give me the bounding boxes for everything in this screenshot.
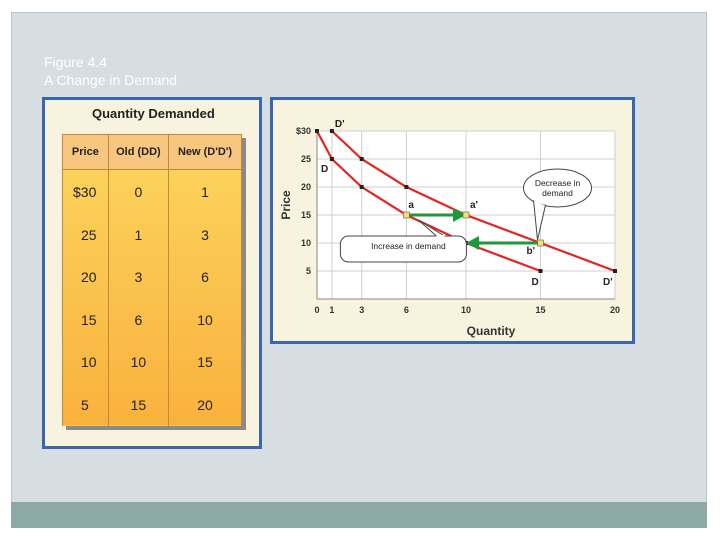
data-point: [329, 157, 334, 161]
table-row: 20 3 6: [62, 255, 242, 299]
cell-new: 3: [168, 213, 242, 256]
curve-label-d-top: D: [321, 164, 328, 175]
data-point: [404, 185, 409, 189]
cell-new: 10: [168, 298, 242, 341]
demand-schedule-table: Price Old (DD) New (D'D') $30 0 1 25 1 3 20 3 6 1…: [62, 134, 242, 426]
highlight-point: [537, 239, 544, 247]
cell-old: 15: [107, 383, 170, 426]
cell-price: $30: [62, 169, 109, 214]
cell-price: 25: [62, 213, 109, 256]
curve-label-dprime-bottom: D': [603, 277, 613, 288]
y-tick-label: 20: [301, 182, 311, 192]
data-point: [359, 157, 364, 161]
y-axis-title: Price: [279, 190, 293, 220]
cell-old: 1: [107, 213, 170, 256]
x-tick-label: 1: [329, 305, 334, 315]
slide-title-line1: Figure 4.4: [44, 54, 108, 70]
decrease-arrow-head: [466, 236, 479, 250]
table-row: 15 6 10: [62, 298, 242, 341]
decrease-callout-line1: Decrease in: [535, 178, 581, 188]
data-point: [613, 269, 617, 273]
header-price: Price: [62, 134, 109, 170]
point-label: b': [527, 246, 536, 257]
table-header-row: Price Old (DD) New (D'D'): [62, 134, 242, 170]
cell-price: 15: [62, 298, 109, 341]
table-row: 25 1 3: [62, 213, 242, 256]
table-row: $30 0 1: [62, 169, 242, 214]
y-tick-label: 25: [301, 154, 311, 164]
y-tick-label: 5: [306, 266, 311, 276]
curve-label-d-bottom: D: [532, 277, 539, 288]
curve-label-dprime-top: D': [335, 119, 345, 130]
cell-new: 1: [168, 169, 242, 214]
x-tick-label: 10: [461, 305, 471, 315]
cell-price: 5: [62, 383, 109, 426]
cell-price: 10: [62, 340, 109, 384]
cell-price: 20: [62, 255, 109, 299]
table-row: 5 15 20: [62, 383, 242, 426]
cell-old: 10: [107, 340, 170, 384]
highlight-point: [403, 211, 410, 219]
y-tick-label: $30: [296, 126, 311, 136]
decrease-callout-fill: [524, 170, 591, 206]
header-new-demand: New (D'D'): [168, 134, 242, 170]
y-tick-label: 15: [301, 210, 311, 220]
cell-old: 0: [107, 169, 170, 214]
y-tick-label: 10: [301, 238, 311, 248]
point-label: a: [408, 200, 414, 211]
cell-new: 20: [168, 383, 242, 426]
demand-graph-panel: 0136101520510152025$30QuantityPriceaa'bb…: [270, 97, 635, 344]
cell-new: 6: [168, 255, 242, 299]
x-axis-title: Quantity: [467, 324, 516, 338]
header-old-demand: Old (DD): [107, 134, 170, 170]
table-heading: Quantity Demanded: [92, 106, 215, 121]
demand-curve-new: [331, 130, 616, 273]
slide-title-line2: A Change in Demand: [44, 72, 178, 88]
cell-old: 6: [107, 298, 170, 341]
data-point: [329, 129, 334, 133]
x-tick-label: 20: [610, 305, 620, 315]
point-label: a': [470, 200, 478, 211]
table-row: 10 10 15: [62, 340, 242, 384]
data-point: [538, 269, 543, 273]
demand-schedule-panel: Quantity Demanded Price Old (DD) New (D'…: [42, 97, 262, 449]
demand-chart: 0136101520510152025$30QuantityPriceaa'bb…: [279, 119, 620, 338]
increase-arrow-head: [453, 208, 466, 222]
x-tick-label: 0: [314, 305, 319, 315]
cell-new: 15: [168, 340, 242, 384]
increase-callout-join: [436, 235, 445, 238]
decrease-callout-line2: demand: [542, 188, 573, 198]
x-tick-label: 6: [404, 305, 409, 315]
data-point: [359, 185, 364, 189]
data-point: [315, 129, 319, 133]
highlight-point: [462, 211, 470, 219]
x-tick-label: 15: [535, 305, 545, 315]
cell-old: 3: [107, 255, 170, 299]
footer-bar: [11, 502, 707, 528]
increase-callout-text: Increase in demand: [371, 241, 446, 251]
x-tick-label: 3: [359, 305, 364, 315]
